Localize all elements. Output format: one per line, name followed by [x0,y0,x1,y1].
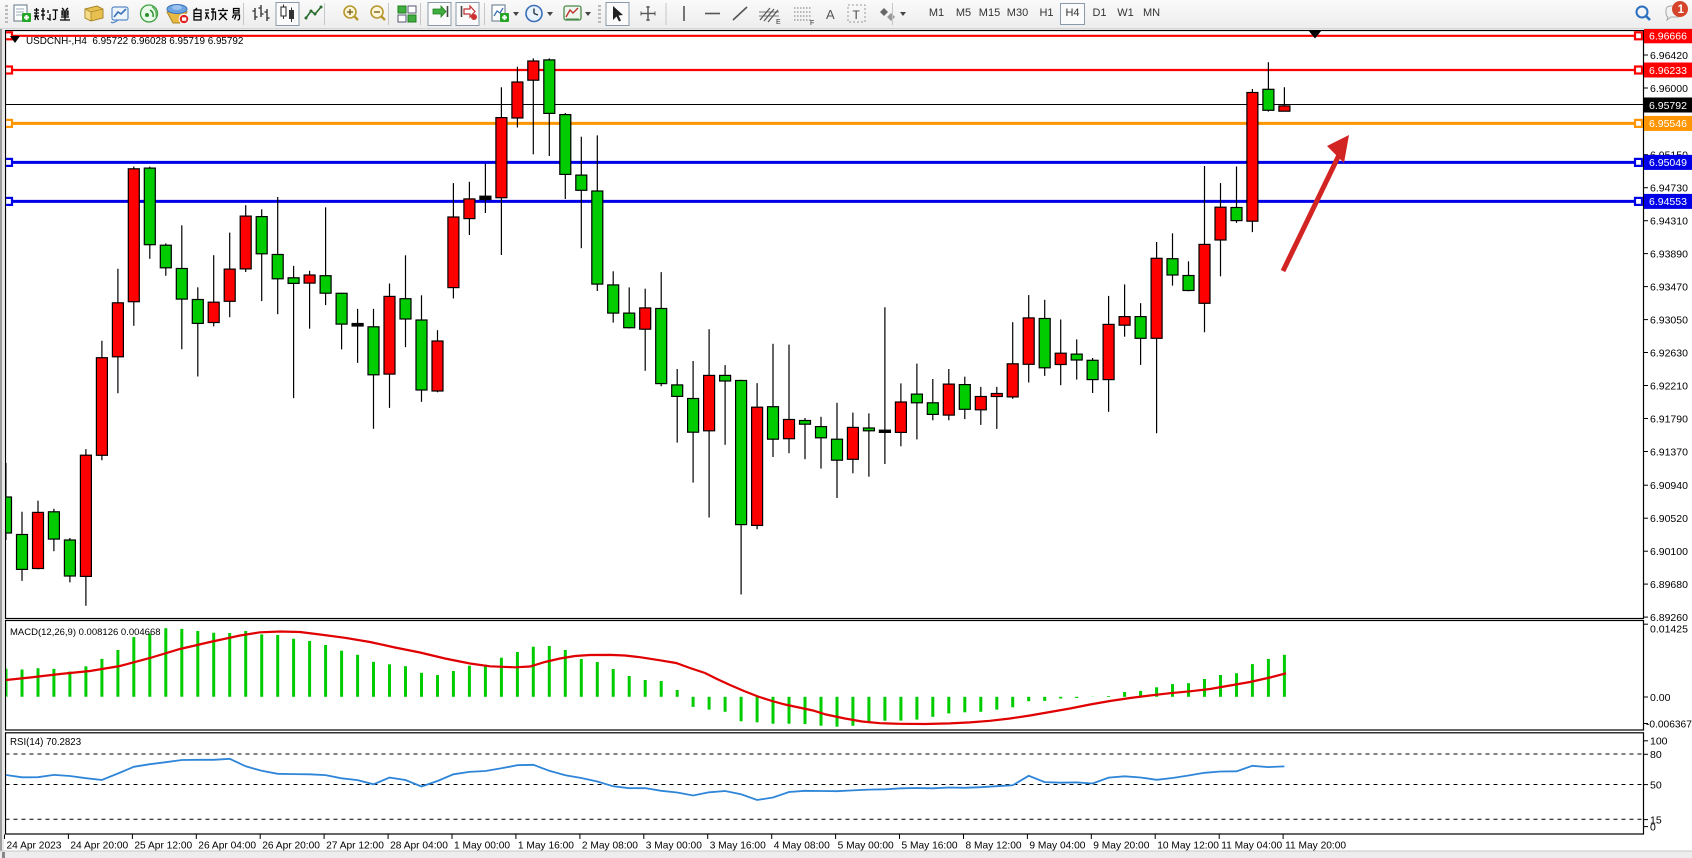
svg-text:26 Apr 04:00: 26 Apr 04:00 [198,841,256,852]
svg-text:1: 1 [1678,4,1685,16]
svg-text:MACD(12,26,9) 0.008126 0.00466: MACD(12,26,9) 0.008126 0.004668 [10,627,161,638]
svg-text:5 May 00:00: 5 May 00:00 [838,841,894,852]
svg-text:80: 80 [1650,749,1662,761]
svg-text:0: 0 [1650,821,1656,833]
svg-text:6.91790: 6.91790 [1650,413,1688,425]
svg-text:T: T [853,8,861,22]
svg-text:27 Apr 12:00: 27 Apr 12:00 [326,841,384,852]
svg-text:26 Apr 20:00: 26 Apr 20:00 [262,841,320,852]
svg-text:3 May 00:00: 3 May 00:00 [646,841,702,852]
svg-text:0.00: 0.00 [1650,692,1671,704]
svg-text:1 May 16:00: 1 May 16:00 [518,841,574,852]
svg-text:28 Apr 04:00: 28 Apr 04:00 [390,841,448,852]
svg-text:6.96000: 6.96000 [1650,83,1688,95]
svg-text:15: 15 [1650,814,1662,826]
svg-text:6.96233: 6.96233 [1649,65,1687,77]
svg-text:11 May 20:00: 11 May 20:00 [1285,841,1346,852]
svg-text:6.89260: 6.89260 [1650,612,1688,624]
svg-text:-0.006367: -0.006367 [1646,720,1692,731]
svg-text:6.89680: 6.89680 [1650,579,1688,591]
svg-text:11 May 04:00: 11 May 04:00 [1221,841,1282,852]
svg-text:100: 100 [1650,736,1668,748]
svg-text:9 May 04:00: 9 May 04:00 [1029,841,1085,852]
svg-text:6.96420: 6.96420 [1650,50,1688,62]
svg-text:2 May 08:00: 2 May 08:00 [582,841,638,852]
svg-text:6.95792: 6.95792 [1649,100,1687,112]
svg-text:24 Apr 2023: 24 Apr 2023 [7,841,62,852]
svg-text:6.94553: 6.94553 [1649,196,1687,208]
svg-text:5 May 16:00: 5 May 16:00 [902,841,958,852]
svg-text:F: F [810,20,814,27]
svg-text:4 May 08:00: 4 May 08:00 [774,841,830,852]
svg-text:E: E [776,19,781,26]
svg-text:6.95049: 6.95049 [1649,157,1687,169]
svg-text:USDCNH-,H4 6.95722 6.96028 6.: USDCNH-,H4 6.95722 6.96028 6.95719 6.957… [26,36,243,47]
svg-text:10 May 12:00: 10 May 12:00 [1157,841,1219,852]
svg-text:6.91370: 6.91370 [1650,446,1688,458]
svg-text:3 May 16:00: 3 May 16:00 [710,841,766,852]
svg-text:RSI(14) 70.2823: RSI(14) 70.2823 [10,737,81,748]
svg-text:6.93470: 6.93470 [1650,281,1688,293]
svg-text:6.92630: 6.92630 [1650,347,1688,359]
svg-text:6.93890: 6.93890 [1650,248,1688,260]
svg-text:0.01425: 0.01425 [1650,623,1688,635]
svg-text:6.90940: 6.90940 [1650,480,1688,492]
svg-text:24 Apr 20:00: 24 Apr 20:00 [70,841,128,852]
svg-text:6.94730: 6.94730 [1650,183,1688,195]
svg-text:6.90520: 6.90520 [1650,513,1688,525]
svg-text:1 May 00:00: 1 May 00:00 [454,841,510,852]
svg-text:25 Apr 12:00: 25 Apr 12:00 [134,841,192,852]
svg-text:6.90100: 6.90100 [1650,546,1688,558]
svg-text:50: 50 [1650,779,1662,791]
svg-text:6.94310: 6.94310 [1650,216,1688,228]
svg-text:6.96666: 6.96666 [1649,31,1687,43]
svg-text:9 May 20:00: 9 May 20:00 [1093,841,1149,852]
svg-text:8 May 12:00: 8 May 12:00 [966,841,1022,852]
svg-text:A: A [826,7,835,22]
svg-text:6.93050: 6.93050 [1650,314,1688,326]
svg-text:6.95546: 6.95546 [1649,118,1687,130]
svg-text:6.92210: 6.92210 [1650,380,1688,392]
